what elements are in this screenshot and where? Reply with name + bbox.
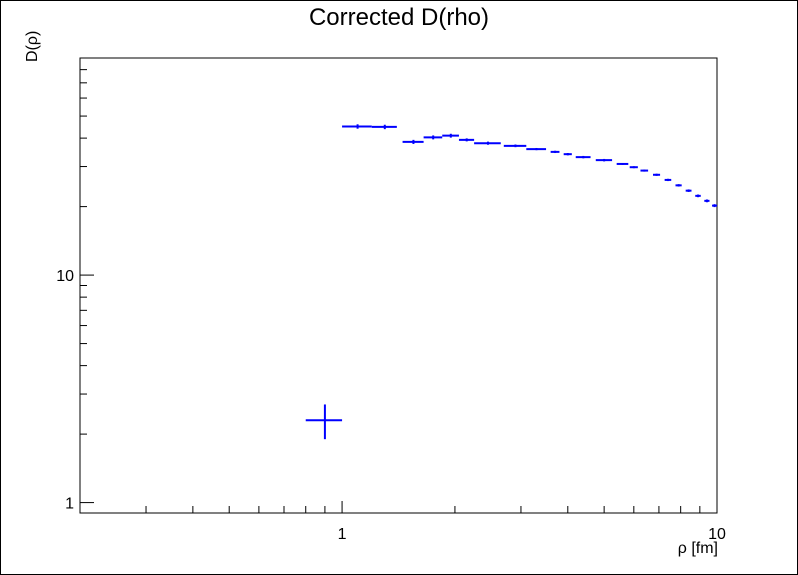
data-point bbox=[675, 184, 682, 187]
data-point bbox=[616, 162, 629, 165]
data-point bbox=[305, 404, 343, 440]
data-point bbox=[474, 141, 501, 145]
data-point bbox=[575, 155, 591, 159]
data-point bbox=[526, 147, 547, 151]
data-point bbox=[664, 178, 672, 182]
data-point bbox=[423, 135, 443, 140]
y-tick-label: 1 bbox=[65, 496, 74, 513]
data-point bbox=[503, 144, 527, 148]
data-point bbox=[640, 169, 649, 172]
data-point bbox=[595, 158, 613, 162]
data-point bbox=[342, 124, 372, 129]
y-tick-label: 10 bbox=[56, 268, 74, 285]
x-tick-label: 1 bbox=[338, 526, 347, 543]
data-point bbox=[402, 139, 424, 144]
data-point bbox=[442, 133, 459, 138]
data-point bbox=[712, 204, 717, 208]
data-point bbox=[458, 138, 475, 142]
data-point bbox=[563, 153, 572, 156]
data-point bbox=[685, 189, 692, 192]
x-axis-label: ρ [fm] bbox=[677, 540, 718, 557]
x-tick-label: 10 bbox=[708, 526, 726, 543]
data-point bbox=[371, 124, 397, 130]
chart-title: Corrected D(rho) bbox=[308, 4, 490, 31]
data-point bbox=[550, 150, 560, 154]
data-point bbox=[704, 199, 710, 203]
data-point bbox=[695, 194, 701, 198]
plot-frame bbox=[79, 57, 718, 514]
data-point bbox=[653, 173, 661, 176]
data-point bbox=[629, 166, 638, 169]
